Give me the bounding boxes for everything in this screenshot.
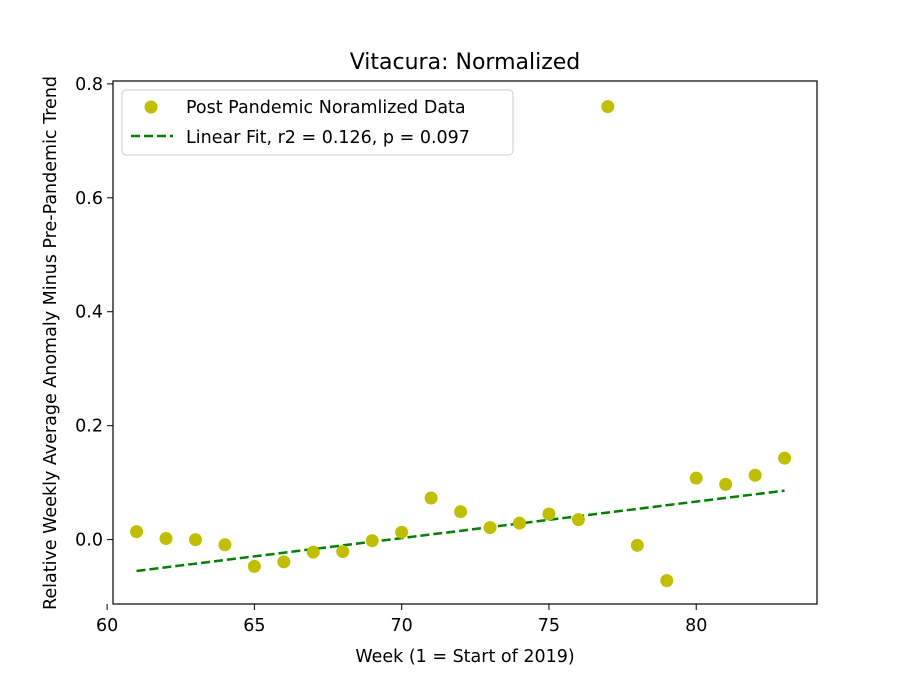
data-point bbox=[571, 513, 585, 527]
axes-frame bbox=[112, 80, 818, 605]
data-point bbox=[601, 100, 615, 114]
fit-line-layer bbox=[136, 489, 785, 573]
data-point bbox=[365, 534, 379, 548]
legend-label-scatter: Post Pandemic Noramlized Data bbox=[186, 98, 466, 118]
data-point bbox=[660, 574, 674, 588]
x-tick-label: 70 bbox=[391, 616, 413, 636]
data-point bbox=[630, 538, 644, 552]
x-tick-label: 75 bbox=[538, 616, 560, 636]
data-point bbox=[748, 468, 762, 482]
data-point bbox=[306, 545, 320, 559]
data-point bbox=[542, 507, 556, 521]
fit-line bbox=[136, 489, 785, 573]
y-tick-label: 0.6 bbox=[75, 189, 103, 209]
data-point bbox=[277, 555, 291, 569]
x-axis-ticks: 60 65 70 75 80 bbox=[96, 604, 707, 636]
x-tick-label: 65 bbox=[243, 616, 265, 636]
data-points-layer bbox=[130, 100, 792, 588]
data-point bbox=[778, 451, 792, 465]
legend-label-fit: Linear Fit, r2 = 0.126, p = 0.097 bbox=[186, 128, 470, 148]
x-tick-label: 80 bbox=[685, 616, 707, 636]
x-axis-label: Week (1 = Start of 2019) bbox=[355, 647, 574, 667]
data-point bbox=[719, 477, 733, 491]
data-point bbox=[424, 491, 438, 505]
y-tick-label: 0.8 bbox=[75, 75, 103, 95]
data-point bbox=[218, 538, 232, 552]
plot-area bbox=[112, 80, 818, 605]
x-tick-label: 60 bbox=[96, 616, 118, 636]
data-point bbox=[689, 471, 703, 485]
data-point bbox=[130, 525, 144, 539]
data-point bbox=[454, 505, 468, 519]
legend-marker-scatter bbox=[144, 100, 158, 114]
y-axis-ticks: 0.0 0.2 0.4 0.6 0.8 bbox=[75, 75, 113, 551]
legend-frame bbox=[121, 89, 514, 156]
data-point bbox=[395, 525, 409, 539]
legend: Post Pandemic Noramlized Data Linear Fit… bbox=[121, 89, 514, 156]
chart-title: Vitacura: Normalized bbox=[350, 50, 581, 75]
data-point bbox=[483, 521, 497, 535]
y-tick-label: 0.4 bbox=[75, 303, 103, 323]
y-tick-label: 0.0 bbox=[75, 531, 103, 551]
y-axis-label: Relative Weekly Average Anomaly Minus Pr… bbox=[41, 76, 61, 610]
data-point bbox=[512, 516, 526, 530]
data-point bbox=[159, 531, 173, 545]
data-point bbox=[247, 559, 261, 573]
y-tick-label: 0.2 bbox=[75, 417, 103, 437]
data-point bbox=[336, 545, 350, 559]
data-point bbox=[188, 533, 202, 547]
